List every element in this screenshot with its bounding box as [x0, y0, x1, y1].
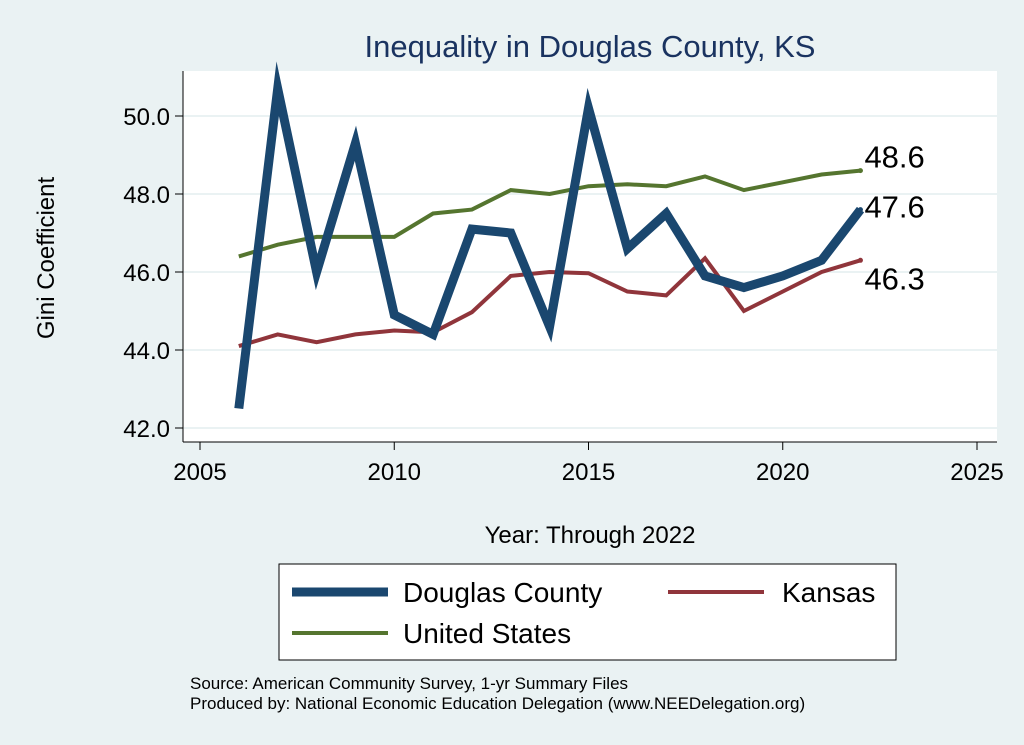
x-tick-label: 2020 — [756, 459, 809, 486]
x-tick-label: 2010 — [368, 459, 421, 486]
producer-note: Produced by: National Economic Education… — [190, 694, 805, 713]
y-axis-ticks: 42.0 44.0 46.0 48.0 50.0 — [123, 104, 183, 443]
end-marker-us — [857, 168, 863, 174]
end-label-us: 48.6 — [864, 140, 924, 175]
legend: Douglas County Kansas United States — [278, 563, 897, 661]
y-tick-label: 46.0 — [123, 260, 170, 287]
x-axis-label: Year: Through 2022 — [485, 522, 696, 549]
x-tick-label: 2025 — [950, 459, 1003, 486]
legend-label-douglas: Douglas County — [403, 577, 602, 608]
end-label-kansas: 46.3 — [864, 261, 924, 296]
x-tick-label: 2015 — [562, 459, 615, 486]
end-label-douglas: 47.6 — [864, 190, 924, 225]
series-lines — [234, 61, 865, 410]
end-marker-douglas — [857, 207, 863, 213]
y-tick-label: 42.0 — [123, 416, 170, 443]
legend-box — [278, 563, 897, 661]
y-tick-label: 50.0 — [123, 104, 170, 131]
end-labels: 48.6 46.3 47.6 — [864, 140, 924, 297]
x-tick-label: 2005 — [173, 459, 226, 486]
legend-label-kansas: Kansas — [782, 577, 875, 608]
y-axis-label: Gini Coefficient — [33, 177, 60, 340]
source-note: Source: American Community Survey, 1-yr … — [190, 674, 628, 693]
axes — [182, 71, 997, 443]
y-tick-label: 48.0 — [123, 182, 170, 209]
series-line-kansas — [238, 255, 862, 349]
chart-title: Inequality in Douglas County, KS — [365, 29, 816, 64]
y-tick-label: 44.0 — [123, 338, 170, 365]
series-line-us — [238, 168, 861, 259]
legend-label-us: United States — [403, 618, 571, 649]
series-line-douglas — [234, 61, 865, 410]
x-axis-ticks: 2005 2010 2015 2020 2025 — [173, 442, 1004, 486]
end-marker-kansas — [857, 257, 863, 263]
